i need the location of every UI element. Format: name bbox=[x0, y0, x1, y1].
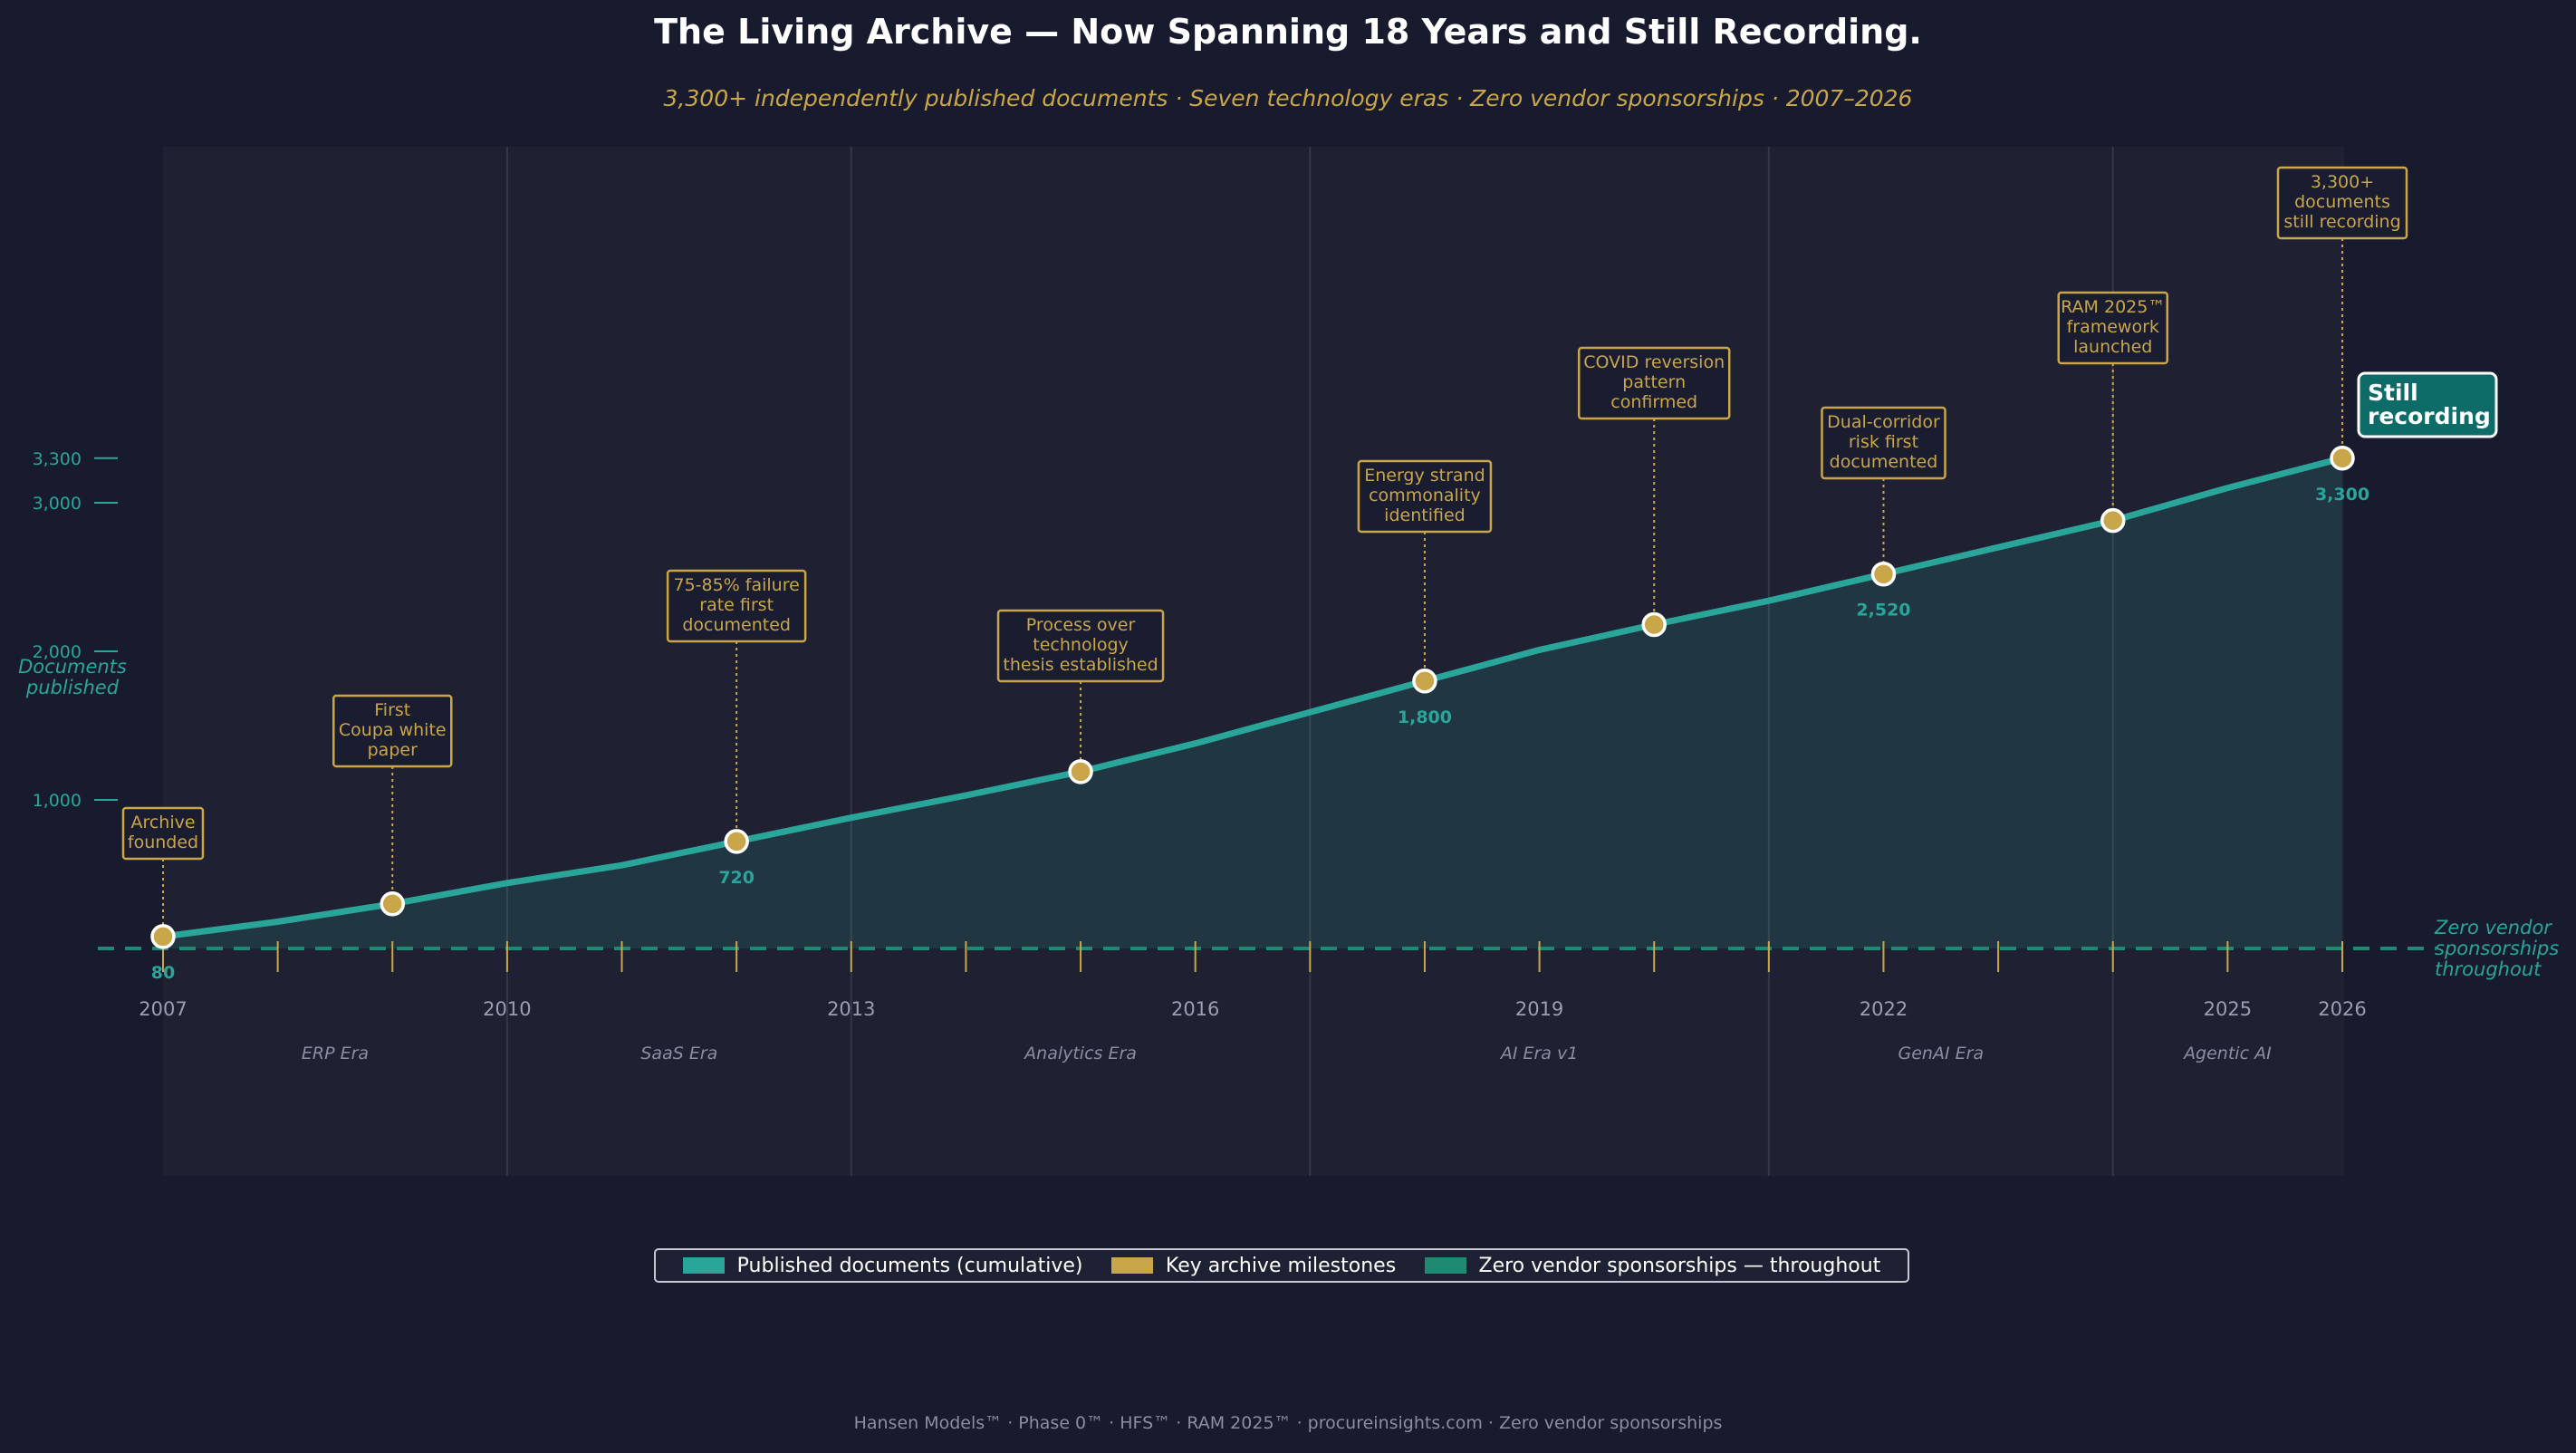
legend-item-documents: Published documents (cumulative) bbox=[682, 1254, 1083, 1277]
milestone-label-line: Coupa white bbox=[339, 720, 447, 740]
legend-swatch-sponsorships bbox=[1424, 1257, 1466, 1274]
milestone-label-line: 3,300+ bbox=[2311, 172, 2374, 192]
milestone-box bbox=[1821, 406, 1946, 480]
milestone-label-line: Energy strand bbox=[1364, 466, 1485, 486]
milestone-box bbox=[121, 806, 205, 861]
milestone-box bbox=[332, 694, 453, 768]
milestone-label-line: commonality bbox=[1369, 486, 1481, 505]
legend-label-milestones: Key archive milestones bbox=[1165, 1254, 1397, 1277]
plot-area: ERP Era SaaS Era Analytics Era AI Era v1 Gen… bbox=[18, 147, 2559, 1176]
baseline-label-line: sponsorships bbox=[2435, 938, 2559, 959]
milestone-label-line: pattern bbox=[1622, 372, 1686, 392]
milestone-label-line: rate first bbox=[699, 595, 774, 615]
milestone-label-line: risk first bbox=[1849, 432, 1918, 452]
milestone-box bbox=[1357, 459, 1493, 534]
x-tick-label: 2022 bbox=[1860, 998, 1908, 1020]
era-label: Analytics Era bbox=[1023, 1044, 1137, 1063]
milestone-box bbox=[2276, 166, 2408, 240]
milestone-label-line: RAM 2025™ bbox=[2061, 297, 2165, 317]
milestone-box bbox=[2057, 291, 2168, 365]
value-label: 2,520 bbox=[1856, 601, 1910, 621]
milestone-label-line: thesis established bbox=[1003, 655, 1158, 675]
x-tick-label: 2013 bbox=[827, 998, 875, 1020]
milestone-marker bbox=[2330, 446, 2355, 471]
milestone-marker bbox=[150, 924, 176, 949]
milestone-label-line: identified bbox=[1384, 505, 1466, 525]
y-tick-label: 3,000 bbox=[33, 494, 82, 514]
end-callout-box bbox=[2357, 371, 2498, 438]
chart-subtitle: 3,300+ independently published documents… bbox=[664, 85, 1913, 111]
baseline-label-line: throughout bbox=[2435, 958, 2542, 980]
milestone-label-line: Archive bbox=[130, 813, 195, 832]
legend-label-sponsorships: Zero vendor sponsorships — throughout bbox=[1478, 1254, 1881, 1277]
value-label: 3,300 bbox=[2315, 485, 2369, 505]
milestone-box bbox=[666, 569, 807, 643]
legend-item-sponsorships: Zero vendor sponsorships — throughout bbox=[1424, 1254, 1881, 1277]
milestone-marker bbox=[2100, 507, 2126, 534]
milestone-label-line: documented bbox=[682, 615, 791, 635]
legend-label-documents: Published documents (cumulative) bbox=[736, 1254, 1083, 1277]
era-label: Agentic AI bbox=[2182, 1044, 2272, 1063]
milestone-label-line: still recording bbox=[2283, 212, 2400, 232]
milestone-label-line: founded bbox=[128, 832, 198, 852]
milestone-label-line: Process over bbox=[1026, 615, 1136, 635]
plot-background bbox=[163, 147, 2344, 1176]
y-tick-label: 2,000 bbox=[33, 642, 82, 662]
era-label: GenAI Era bbox=[1898, 1044, 1985, 1063]
end-callout-label-line: Still bbox=[2368, 380, 2418, 406]
milestone-marker bbox=[1068, 759, 1093, 784]
milestone-label-line: paper bbox=[368, 740, 418, 760]
milestone-label-line: documents bbox=[2294, 192, 2390, 212]
y-axis-label-line: published bbox=[25, 677, 120, 698]
milestone-label-line: documented bbox=[1830, 452, 1938, 472]
milestone-label-line: technology bbox=[1033, 635, 1129, 655]
milestone-label-line: framework bbox=[2067, 317, 2159, 337]
x-tick-label: 2026 bbox=[2318, 998, 2366, 1020]
series-area bbox=[163, 457, 2342, 948]
y-tick-label: 1,000 bbox=[33, 791, 82, 811]
milestone-marker bbox=[724, 829, 749, 854]
milestone-label-line: launched bbox=[2073, 337, 2152, 357]
value-label: 80 bbox=[151, 963, 175, 983]
milestone-label-line: Dual-corridor bbox=[1827, 412, 1940, 432]
value-label: 720 bbox=[718, 868, 755, 888]
x-tick-label: 2016 bbox=[1171, 998, 1219, 1020]
milestone-box bbox=[1577, 346, 1731, 420]
legend-swatch-milestones bbox=[1110, 1257, 1153, 1274]
era-label: ERP Era bbox=[302, 1044, 369, 1063]
milestone-label-line: confirmed bbox=[1610, 392, 1697, 412]
legend-item-milestones: Key archive milestones bbox=[1110, 1254, 1397, 1277]
y-tick-label: 3,300 bbox=[33, 449, 82, 469]
baseline-label-line: Zero vendor bbox=[2434, 917, 2552, 938]
x-tick-label: 2010 bbox=[483, 998, 531, 1020]
y-axis-label-line: Documents bbox=[18, 656, 127, 678]
x-tick-label: 2007 bbox=[139, 998, 187, 1020]
milestone-box bbox=[996, 609, 1165, 683]
series-line bbox=[159, 455, 2346, 940]
legend: Published documents (cumulative) Key arc… bbox=[654, 1248, 1909, 1283]
milestone-label-line: 75-85% failure bbox=[673, 575, 799, 595]
milestone-marker bbox=[380, 891, 406, 917]
milestone-marker bbox=[1412, 669, 1437, 694]
milestone-marker bbox=[1641, 611, 1667, 638]
value-label: 1,800 bbox=[1398, 707, 1452, 727]
x-tick-label: 2019 bbox=[1515, 998, 1563, 1020]
x-tick-label: 2025 bbox=[2204, 998, 2252, 1020]
footer: Hansen Models™ · Phase 0™ · HFS™ · RAM 2… bbox=[853, 1413, 1723, 1433]
milestone-marker bbox=[1870, 561, 1897, 587]
end-callout-label-line: recording bbox=[2368, 403, 2491, 429]
chart-title: The Living Archive — Now Spanning 18 Yea… bbox=[654, 12, 1922, 52]
era-label: SaaS Era bbox=[640, 1044, 717, 1063]
legend-swatch-documents bbox=[682, 1257, 725, 1274]
milestone-label-line: First bbox=[374, 700, 410, 720]
milestone-label-line: COVID reversion bbox=[1583, 352, 1725, 372]
era-label: AI Era v1 bbox=[1499, 1044, 1578, 1063]
